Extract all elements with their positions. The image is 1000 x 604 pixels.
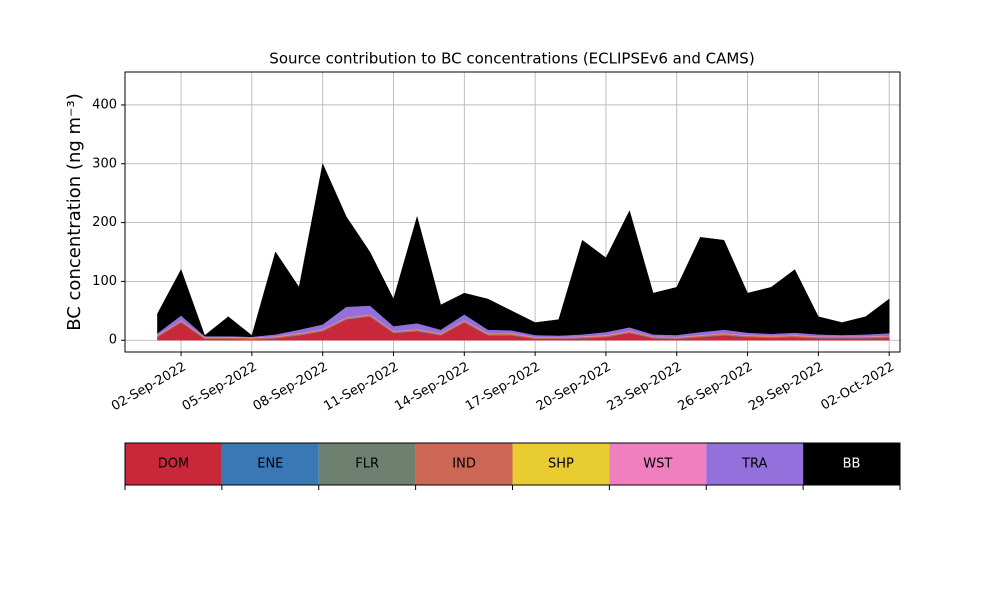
legend-label: IND <box>452 457 476 472</box>
chart-title: Source contribution to BC concentrations… <box>269 50 754 68</box>
plot-frame <box>124 71 901 353</box>
y-tick-label: 100 <box>92 274 117 289</box>
legend-swatch <box>125 443 222 485</box>
y-axis-label: BC concentration (ng m⁻³) <box>64 93 85 331</box>
legend-swatch <box>609 443 707 485</box>
legend-swatch <box>512 443 610 485</box>
legend-swatch <box>706 443 804 485</box>
legend-label: ENE <box>257 457 283 472</box>
legend-frame <box>124 442 901 486</box>
legend-label: FLR <box>355 457 379 472</box>
area <box>157 162 890 337</box>
legend-label: WST <box>643 457 672 472</box>
legend-swatch <box>318 443 416 485</box>
y-tick-label: 0 <box>109 333 117 348</box>
legend-label: SHP <box>548 457 574 472</box>
legend-label: DOM <box>158 457 189 472</box>
y-tick-label: 200 <box>92 215 117 230</box>
y-tick-label: 300 <box>92 156 117 171</box>
legend-swatch <box>803 443 900 485</box>
legend-swatch <box>415 443 513 485</box>
legend-swatch <box>221 443 319 485</box>
y-tick-label: 400 <box>92 97 117 112</box>
legend-label: BB <box>843 457 861 472</box>
legend-label: TRA <box>741 457 767 472</box>
